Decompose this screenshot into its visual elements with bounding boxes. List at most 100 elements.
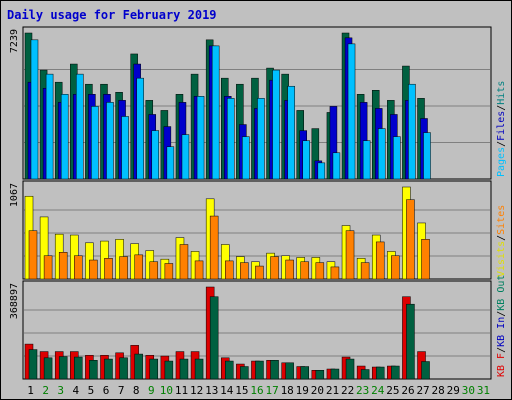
bar-pages: [211, 45, 220, 180]
bar-kb-out: [255, 360, 264, 380]
bar-kb-out: [225, 360, 234, 380]
bar-sites: [149, 261, 159, 280]
bar-pages: [76, 73, 84, 180]
bar-sites: [134, 254, 143, 280]
bar-pages: [60, 94, 69, 180]
bar-kb-out: [421, 361, 430, 380]
day-label: 26: [401, 384, 414, 397]
day-label: 15: [235, 384, 248, 397]
bar-pages: [272, 69, 280, 180]
bar-sites: [421, 239, 430, 280]
legend-entry: KB Out: [496, 275, 507, 311]
day-label: 7: [118, 384, 125, 397]
day-label: 19: [296, 384, 309, 397]
bar-pages: [332, 152, 341, 180]
day-label: 4: [73, 384, 80, 397]
bar-pages: [121, 116, 129, 180]
bar-sites: [194, 260, 204, 280]
bar-kb-out: [330, 368, 340, 380]
day-label: 21: [326, 384, 339, 397]
bar-sites: [315, 262, 325, 280]
bar-kb-out: [58, 356, 68, 380]
bar-kb-out: [43, 357, 53, 380]
bar-pages: [166, 146, 175, 180]
bar-sites: [89, 259, 98, 280]
day-label: 12: [190, 384, 203, 397]
day-label: 30: [462, 384, 475, 397]
bar-kb-out: [285, 362, 294, 380]
day-label: 16: [250, 384, 263, 397]
bar-kb-out: [104, 358, 113, 380]
y-max-label: 7239: [9, 29, 20, 53]
day-label: 18: [281, 384, 294, 397]
bar-sites: [164, 263, 174, 280]
day-label: 9: [148, 384, 155, 397]
bar-pages: [196, 96, 205, 180]
day-label: 2: [42, 384, 49, 397]
legend: Pages/Files/Hits: [496, 81, 507, 177]
bar-kb-out: [134, 353, 143, 380]
bar-sites: [391, 255, 400, 280]
legend-entry: Sites: [496, 205, 507, 235]
bar-sites: [209, 215, 219, 280]
legend-entry: /: [496, 311, 507, 317]
bar-sites: [345, 230, 355, 280]
bar-pages: [227, 98, 235, 180]
bar-pages: [362, 140, 371, 180]
bar-kb-out: [28, 349, 38, 380]
day-label: 17: [265, 384, 278, 397]
day-label: 10: [160, 384, 173, 397]
bar-kb-out: [194, 358, 204, 380]
day-label: 29: [447, 384, 460, 397]
bar-pages: [151, 130, 160, 180]
legend-entry: Hits: [496, 81, 507, 105]
bar-pages: [393, 136, 401, 180]
legend-entry: /: [496, 235, 507, 241]
y-max-label: 368897: [9, 283, 20, 319]
bar-kb-out: [164, 360, 174, 380]
bar-sites: [240, 262, 249, 280]
day-label: 31: [477, 384, 490, 397]
day-label: 20: [311, 384, 324, 397]
bar-sites: [360, 262, 370, 280]
bar-pages: [91, 106, 99, 180]
bar-pages: [106, 102, 114, 180]
bar-sites: [74, 255, 83, 280]
bar-kb-out: [375, 366, 385, 380]
bar-kb-out: [89, 360, 98, 380]
bar-sites: [28, 230, 38, 280]
bar-pages: [408, 83, 416, 180]
day-label: 8: [133, 384, 140, 397]
legend-entry: KB F: [496, 353, 507, 377]
chart-title: Daily usage for February 2019: [7, 8, 217, 22]
bar-kb-out: [391, 365, 400, 380]
bar-sites: [43, 255, 53, 280]
day-label: 3: [57, 384, 64, 397]
bar-sites: [330, 266, 340, 280]
day-label: 27: [416, 384, 429, 397]
day-label: 6: [103, 384, 110, 397]
day-label: 25: [386, 384, 399, 397]
bar-kb-out: [345, 358, 355, 380]
bar-pages: [181, 134, 190, 180]
legend-entry: KB In: [496, 317, 507, 347]
day-label: 5: [88, 384, 95, 397]
bar-sites: [270, 256, 279, 280]
bar-pages: [242, 136, 250, 180]
bar-pages: [302, 140, 310, 180]
bar-sites: [225, 260, 234, 280]
legend: KB F/KB In/KB Out: [496, 275, 507, 377]
y-max-label: 1067: [9, 183, 20, 207]
legend: Visits/Sites: [496, 205, 507, 277]
legend-entry: Files: [496, 111, 507, 141]
bar-kb-out: [74, 356, 83, 380]
bar-kb-out: [240, 366, 249, 380]
bar-pages: [45, 73, 54, 180]
legend-entry: /: [496, 347, 507, 353]
bar-pages: [287, 85, 295, 180]
bar-kb-out: [315, 370, 325, 380]
legend-entry: /: [496, 141, 507, 147]
day-label: 11: [175, 384, 188, 397]
